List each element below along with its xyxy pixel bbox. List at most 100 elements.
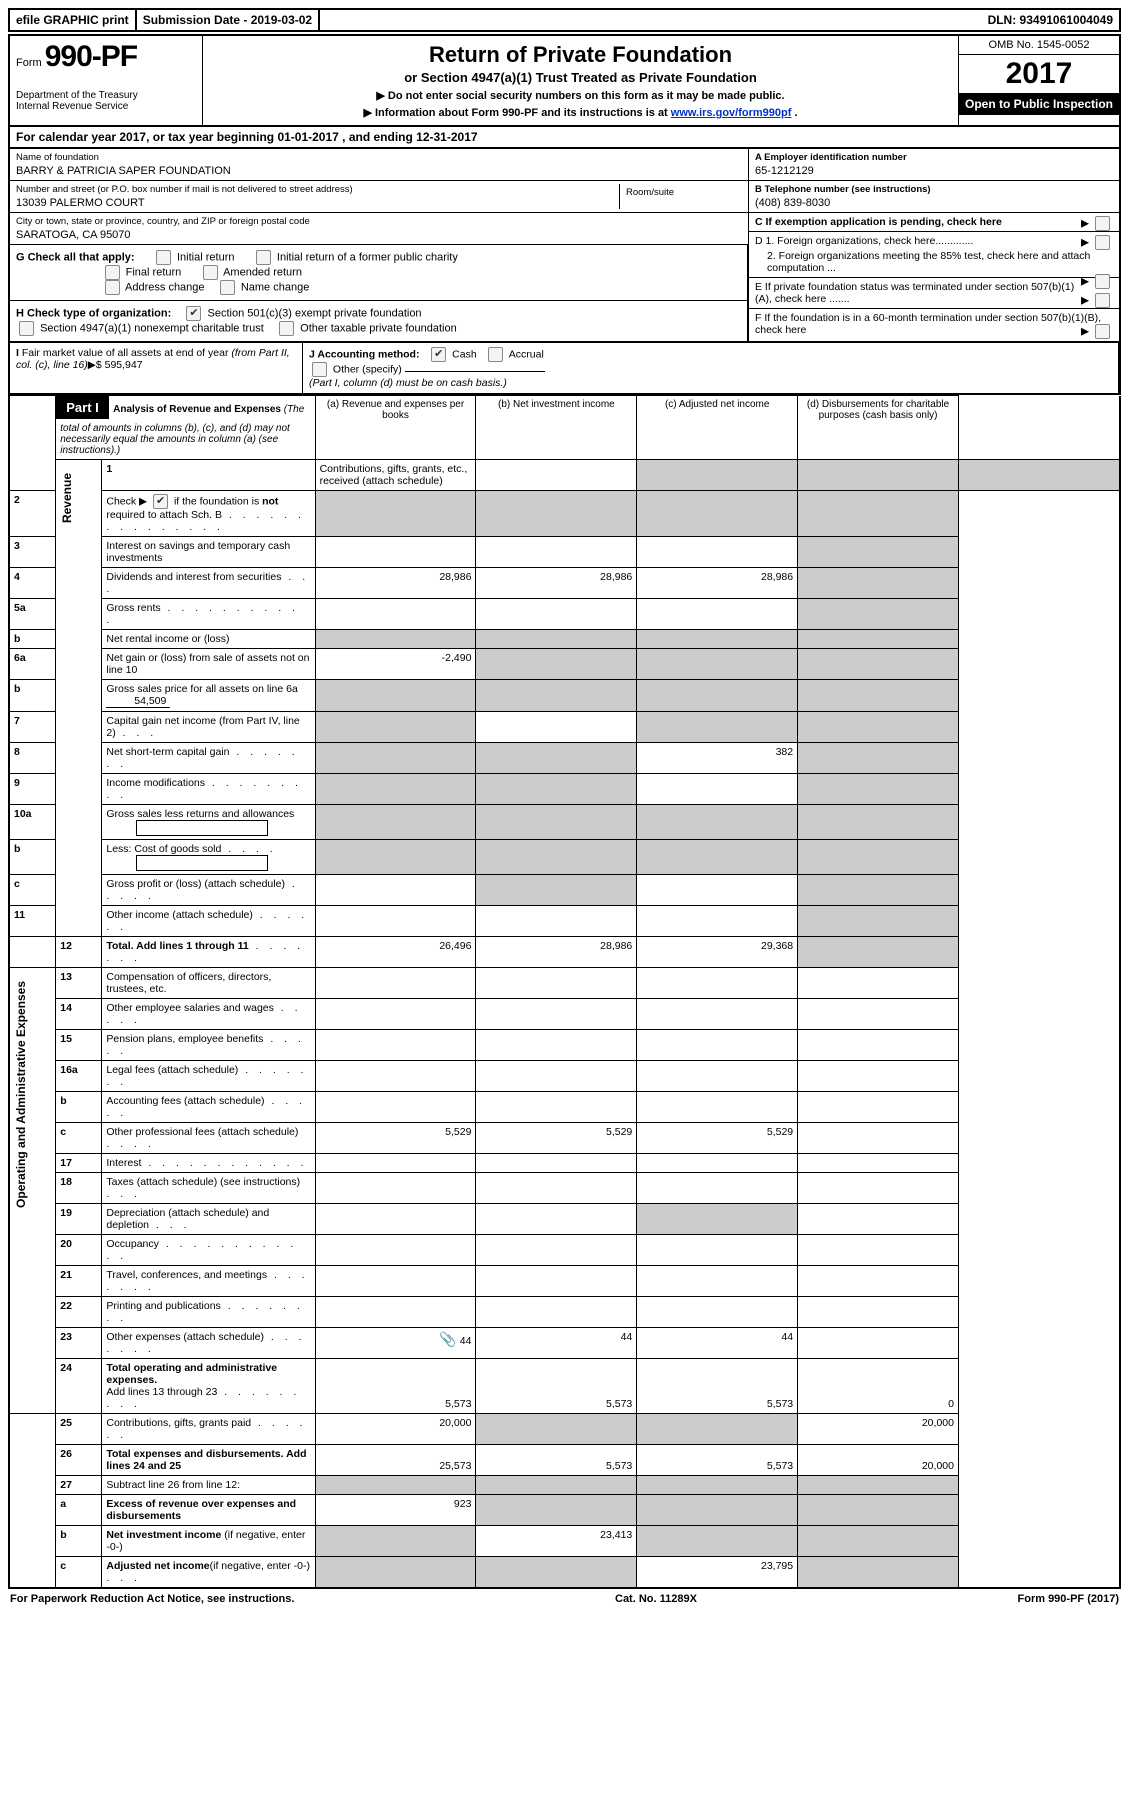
initial-former-checkbox[interactable]	[256, 250, 271, 265]
header-left: Form 990-PF Department of the Treasury I…	[10, 36, 203, 125]
attachment-icon[interactable]: 📎	[439, 1331, 456, 1347]
form-note1: ▶ Do not enter social security numbers o…	[211, 89, 950, 102]
table-row: 9 Income modifications . . . . . . . . .	[9, 774, 1120, 805]
foundation-name: BARRY & PATRICIA SAPER FOUNDATION	[16, 165, 742, 177]
exemption-pending-checkbox[interactable]	[1095, 216, 1110, 231]
table-row: 16aLegal fees (attach schedule) . . . . …	[9, 1061, 1120, 1092]
sch-b-checkbox[interactable]	[153, 494, 168, 509]
ein-label: A Employer identification number	[755, 152, 1113, 163]
table-row: 3 Interest on savings and temporary cash…	[9, 537, 1120, 568]
table-row: 22Printing and publications . . . . . . …	[9, 1297, 1120, 1328]
table-row: 25 Contributions, gifts, grants paid . .…	[9, 1414, 1120, 1445]
name-label: Name of foundation	[16, 152, 742, 163]
col-b-header: (b) Net investment income	[476, 396, 637, 460]
table-row: c Gross profit or (loss) (attach schedul…	[9, 875, 1120, 906]
top-bar: efile GRAPHIC print Submission Date - 20…	[8, 8, 1121, 32]
form-note2: ▶ Information about Form 990-PF and its …	[211, 106, 950, 119]
section-e: E If private foundation status was termi…	[749, 278, 1119, 309]
table-row: 10a Gross sales less returns and allowan…	[9, 805, 1120, 840]
table-row: 27 Subtract line 26 from line 12:	[9, 1476, 1120, 1495]
fmv-value: 595,947	[105, 359, 143, 371]
expenses-side-label: Operating and Administrative Expenses	[14, 971, 28, 1218]
ijf-row: I Fair market value of all assets at end…	[8, 343, 1121, 395]
501c3-checkbox[interactable]	[186, 306, 201, 321]
table-row: 14Other employee salaries and wages . . …	[9, 999, 1120, 1030]
dept-irs: Internal Revenue Service	[16, 101, 196, 112]
instructions-link[interactable]: www.irs.gov/form990pf	[671, 107, 792, 119]
cat-no: Cat. No. 11289X	[615, 1593, 697, 1605]
table-row: 26 Total expenses and disbursements. Add…	[9, 1445, 1120, 1476]
table-row: a Excess of revenue over expenses and di…	[9, 1495, 1120, 1526]
open-inspection: Open to Public Inspection	[959, 93, 1119, 115]
section-d: D 1. Foreign organizations, check here..…	[749, 232, 1119, 278]
page-footer: For Paperwork Reduction Act Notice, see …	[8, 1589, 1121, 1605]
city-state-zip: SARATOGA, CA 95070	[16, 229, 742, 241]
col-c-header: (c) Adjusted net income	[637, 396, 798, 460]
form-prefix: Form	[16, 57, 42, 69]
table-row: c Adjusted net income(if negative, enter…	[9, 1557, 1120, 1589]
ein-value: 65-1212129	[755, 165, 1113, 177]
form-header: Form 990-PF Department of the Treasury I…	[8, 34, 1121, 127]
revenue-side-label: Revenue	[60, 463, 74, 533]
form-ref: Form 990-PF (2017)	[1018, 1593, 1120, 1605]
table-row: 15Pension plans, employee benefits . . .…	[9, 1030, 1120, 1061]
table-row: 12 Total. Add lines 1 through 11 . . . .…	[9, 937, 1120, 968]
table-row: 19Depreciation (attach schedule) and dep…	[9, 1204, 1120, 1235]
col-a-header: (a) Revenue and expenses per books	[315, 396, 476, 460]
other-method-checkbox[interactable]	[312, 362, 327, 377]
efile-label: efile GRAPHIC print	[10, 10, 137, 30]
table-row: 6a Net gain or (loss) from sale of asset…	[9, 649, 1120, 680]
foreign-85-checkbox[interactable]	[1095, 274, 1110, 289]
table-row: 17Interest . . . . . . . . . . . .	[9, 1154, 1120, 1173]
amended-return-checkbox[interactable]	[203, 265, 218, 280]
initial-return-checkbox[interactable]	[156, 250, 171, 265]
table-row: 4 Dividends and interest from securities…	[9, 568, 1120, 599]
table-row: 7 Capital gain net income (from Part IV,…	[9, 712, 1120, 743]
status-terminated-checkbox[interactable]	[1095, 293, 1110, 308]
table-row: b Less: Cost of goods sold . . . .	[9, 840, 1120, 875]
table-row: 5a Gross rents . . . . . . . . . . .	[9, 599, 1120, 630]
form-title: Return of Private Foundation	[211, 42, 950, 68]
header-right: OMB No. 1545-0052 2017 Open to Public In…	[958, 36, 1119, 125]
table-row: 2 Check ▶ if the foundation is not requi…	[9, 491, 1120, 537]
dept-treasury: Department of the Treasury	[16, 90, 196, 101]
cash-method-checkbox[interactable]	[431, 347, 446, 362]
name-change-checkbox[interactable]	[220, 280, 235, 295]
part1-table: Part I Analysis of Revenue and Expenses …	[8, 395, 1121, 1589]
table-row: b Net investment income (if negative, en…	[9, 1526, 1120, 1557]
table-row: Revenue 1 Contributions, gifts, grants, …	[9, 460, 1120, 491]
calendar-year-line: For calendar year 2017, or tax year begi…	[8, 127, 1121, 149]
street-address: 13039 PALERMO COURT	[16, 197, 619, 209]
table-row: 18Taxes (attach schedule) (see instructi…	[9, 1173, 1120, 1204]
table-row: 20Occupancy . . . . . . . . . . . .	[9, 1235, 1120, 1266]
60-month-checkbox[interactable]	[1095, 324, 1110, 339]
table-row: cOther professional fees (attach schedul…	[9, 1123, 1120, 1154]
col-d-header: (d) Disbursements for charitable purpose…	[798, 396, 959, 460]
accrual-method-checkbox[interactable]	[488, 347, 503, 362]
section-g: G Check all that apply: Initial return I…	[10, 245, 747, 300]
phone-value: (408) 839-8030	[755, 197, 1113, 209]
final-return-checkbox[interactable]	[105, 265, 120, 280]
section-h: H Check type of organization: Section 50…	[10, 300, 747, 341]
foreign-org-checkbox[interactable]	[1095, 235, 1110, 250]
table-row: Operating and Administrative Expenses 13…	[9, 968, 1120, 999]
form-number: 990-PF	[45, 40, 137, 73]
other-taxable-checkbox[interactable]	[279, 321, 294, 336]
section-f: F If the foundation is in a 60-month ter…	[749, 309, 1119, 339]
table-row: 24 Total operating and administrative ex…	[9, 1359, 1120, 1414]
city-label: City or town, state or province, country…	[16, 216, 742, 227]
table-row: b Gross sales price for all assets on li…	[9, 680, 1120, 712]
table-row: 11 Other income (attach schedule) . . . …	[9, 906, 1120, 937]
tax-year: 2017	[959, 55, 1119, 93]
form-subtitle: or Section 4947(a)(1) Trust Treated as P…	[211, 70, 950, 85]
table-row: 21Travel, conferences, and meetings . . …	[9, 1266, 1120, 1297]
table-row: 23Other expenses (attach schedule) . . .…	[9, 1328, 1120, 1359]
identity-block: Name of foundation BARRY & PATRICIA SAPE…	[8, 149, 1121, 343]
address-change-checkbox[interactable]	[105, 280, 120, 295]
table-row: b Net rental income or (loss)	[9, 630, 1120, 649]
omb-number: OMB No. 1545-0052	[959, 36, 1119, 55]
header-center: Return of Private Foundation or Section …	[203, 36, 958, 125]
dln: DLN: 93491061004049	[982, 10, 1119, 30]
phone-label: B Telephone number (see instructions)	[755, 184, 1113, 195]
4947-checkbox[interactable]	[19, 321, 34, 336]
